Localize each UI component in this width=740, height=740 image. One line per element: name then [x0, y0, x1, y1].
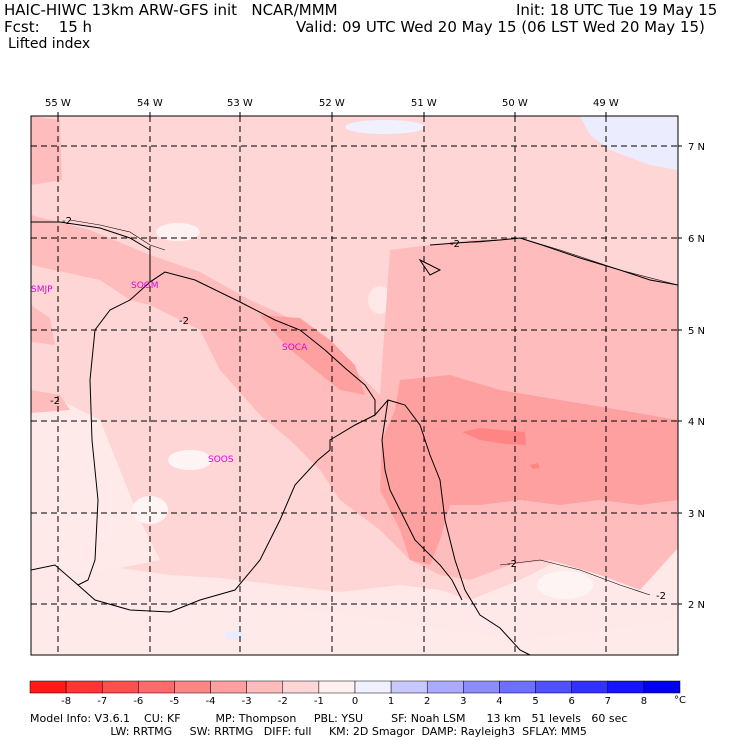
border-guianas: [77, 414, 376, 613]
colorbar-tick-label: -4: [206, 696, 216, 707]
lon-label-53w: 53 W: [227, 98, 253, 109]
longitude-labels: 55 W 54 W 53 W 52 W 51 W 50 W 49 W: [45, 98, 619, 109]
colorbar-tick-label: 2: [424, 696, 430, 707]
colorbar-unit: °C: [674, 695, 686, 706]
shade-minus4-core-2: [530, 463, 540, 469]
station-sogm: SOGM: [131, 281, 159, 291]
contour-label-6: -2: [656, 591, 666, 602]
colorbar-tick-label: 1: [388, 696, 394, 707]
coast-island: [418, 258, 442, 276]
station-soca: SOCA: [282, 343, 308, 353]
colorbar-swatch: [535, 680, 572, 694]
lat-label-5n: 5 N: [688, 326, 705, 337]
colorbar-swatch: [607, 680, 645, 694]
footer-physics-info: LW: RRTMG SW: RRTMG DIFF: full KM: 2D Sm…: [30, 725, 587, 738]
colorbar-swatch: [282, 680, 320, 694]
contour-line-3: [499, 559, 651, 596]
contour-label-4: -2: [450, 239, 460, 250]
colorbar: [29, 680, 681, 694]
lon-label-49w: 49 W: [593, 98, 619, 109]
contour-label-5: -2: [507, 559, 517, 570]
tick-marks: [57, 112, 682, 605]
colorbar-tick-label: 8: [641, 696, 647, 707]
station-soos: SOOS: [208, 455, 234, 465]
patch-near-zero-4: [537, 571, 593, 599]
contour-label-2: -2: [179, 316, 189, 327]
border-interior: [381, 399, 463, 601]
station-labels: SMJP SOGM SOCA SOOS: [31, 281, 308, 465]
colorbar-tick-label: 0: [352, 696, 358, 707]
contours: [69, 219, 679, 596]
patch-positive-3: [225, 630, 245, 640]
colorbar-swatch: [571, 680, 609, 694]
shade-near-zero-south: [31, 600, 678, 655]
field-name: Lifted index: [8, 36, 91, 52]
map-panel: [31, 116, 678, 655]
patch-positive-1: [345, 120, 425, 134]
colorbar-tick-label: -5: [169, 696, 179, 707]
patch-near-zero-1: [156, 223, 200, 241]
colorbar-tick-label: -6: [133, 696, 143, 707]
lon-label-51w: 51 W: [411, 98, 437, 109]
station-smjp: SMJP: [31, 285, 53, 295]
colorbar-tick-label: -2: [278, 696, 288, 707]
colorbar-tick-label: -7: [97, 696, 107, 707]
map-frame: [30, 115, 679, 656]
colorbar-swatch: [354, 680, 392, 694]
colorbar-tick-label: 5: [532, 696, 538, 707]
footer-model-info: Model Info: V3.6.1 CU: KF MP: Thompson P…: [30, 712, 628, 725]
colorbar-swatch: [426, 680, 464, 694]
colorbar-tick-label: 3: [460, 696, 466, 707]
colorbar-tick-label: -1: [314, 696, 324, 707]
colorbar-tick-label: -3: [242, 696, 252, 707]
colorbar-tick-label: 6: [568, 696, 574, 707]
colorbar-swatch: [463, 680, 500, 694]
latitude-labels: 7 N 6 N 5 N 4 N 3 N 2 N: [688, 142, 705, 611]
contour-value-labels: -2 -2 -2 -2 -2 -2: [50, 216, 666, 602]
valid-time: Valid: 09 UTC Wed 20 May 15 (06 LST Wed …: [296, 18, 705, 36]
colorbar-swatch: [29, 680, 67, 694]
colorbar-swatch: [390, 680, 428, 694]
shade-minus3-to-minus4: [260, 315, 678, 565]
lat-label-2n: 2 N: [688, 600, 705, 611]
shade-near-zero-west: [31, 400, 160, 575]
colorbar-swatch: [65, 680, 103, 694]
lon-label-52w: 52 W: [319, 98, 345, 109]
patch-near-zero-2: [168, 450, 212, 470]
lon-label-55w: 55 W: [45, 98, 71, 109]
contour-line-2: [449, 237, 679, 286]
colorbar-swatch: [318, 680, 356, 694]
forecast-hour: Fcst: 15 h: [4, 18, 93, 36]
coastline-east: [429, 237, 679, 286]
shade-minus4-to-minus5: [462, 428, 526, 445]
colorbar-ticks: -8 -7 -6 -5 -4 -3 -2 -1 0 1 2 3 4 5 6 7 8: [61, 696, 647, 707]
lon-label-50w: 50 W: [502, 98, 528, 109]
colorbar-swatch: [499, 680, 536, 694]
lat-label-6n: 6 N: [688, 234, 705, 245]
init-time: Init: 18 UTC Tue 19 May 15: [516, 1, 718, 19]
patch-positive-2: [580, 116, 678, 170]
colorbar-swatch: [174, 680, 211, 694]
contour-label-1: -2: [62, 216, 72, 227]
colorbar-swatch: [643, 680, 681, 694]
colorbar-swatch: [246, 680, 284, 694]
grid-lines: [31, 116, 678, 655]
colorbar-swatch: [138, 680, 175, 694]
colorbar-tick-label: -8: [61, 696, 71, 707]
contour-label-3: -2: [50, 396, 60, 407]
colorbar-swatch: [210, 680, 247, 694]
lat-label-4n: 4 N: [688, 417, 705, 428]
lat-label-3n: 3 N: [688, 509, 705, 520]
colorbar-swatch: [101, 680, 139, 694]
contour-line-1: [69, 219, 166, 251]
colorbar-tick-label: 7: [605, 696, 611, 707]
lat-label-7n: 7 N: [688, 142, 705, 153]
model-title: HAIC-HIWC 13km ARW-GFS init NCAR/MMM: [4, 1, 338, 19]
patch-near-zero-5: [368, 286, 392, 314]
lon-label-54w: 54 W: [137, 98, 163, 109]
colorbar-tick-label: 4: [496, 696, 502, 707]
